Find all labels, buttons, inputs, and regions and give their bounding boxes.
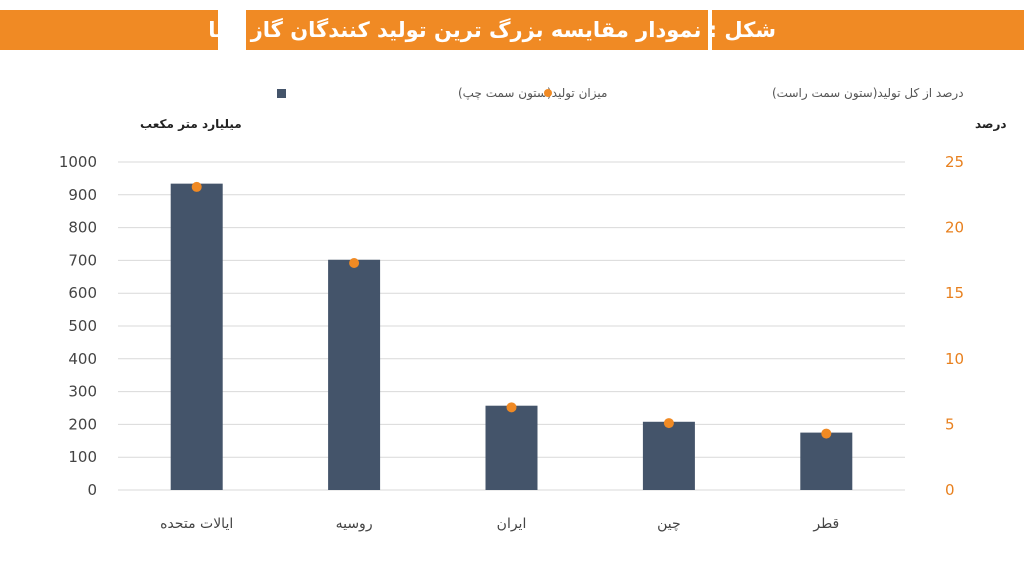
left-tick-label: 200 — [68, 415, 97, 433]
percent-dot — [821, 428, 832, 439]
left-tick-label: 1000 — [59, 153, 97, 171]
left-tick-label: 800 — [68, 219, 97, 237]
left-tick-label: 100 — [68, 448, 97, 466]
bar — [642, 421, 695, 490]
percent-dot — [663, 418, 674, 429]
category-label: ایران — [497, 516, 527, 532]
header-strip-middle — [246, 10, 708, 50]
bar — [485, 405, 538, 490]
left-tick-label: 0 — [87, 481, 97, 499]
category-label: روسیه — [336, 516, 373, 532]
category-label: قطر — [812, 516, 839, 532]
category-label: چین — [657, 516, 681, 532]
percent-dot — [191, 181, 202, 192]
right-tick-label: 10 — [945, 350, 964, 368]
right-tick-label: 0 — [945, 481, 955, 499]
right-axis-title: درصد — [975, 117, 1007, 131]
dot-series — [191, 181, 832, 439]
left-tick-label: 900 — [68, 186, 97, 204]
left-tick-label: 600 — [68, 284, 97, 302]
bar — [328, 259, 381, 490]
bar-series — [170, 183, 853, 490]
bar — [170, 183, 223, 490]
left-axis-title: میلیارد متر مکعب — [140, 117, 242, 131]
left-tick-label: 400 — [68, 350, 97, 368]
bar — [800, 432, 853, 490]
right-tick-label: 20 — [945, 219, 964, 237]
category-labels: ایالات متحده روسیه ایران چین قطر — [160, 516, 839, 532]
right-axis-ticks: 0 5 10 15 20 25 — [945, 153, 964, 499]
left-tick-label: 500 — [68, 317, 97, 335]
legend-dot-label: درصد از کل تولید(ستون سمت راست) — [772, 86, 964, 101]
legend-bar-label: میزان تولید(ستون سمت چپ) — [458, 86, 607, 101]
left-tick-label: 300 — [68, 383, 97, 401]
right-tick-label: 25 — [945, 153, 964, 171]
left-axis-ticks: 0 100 200 300 400 500 600 700 800 900 1000 — [59, 153, 97, 499]
legend-bar-swatch — [277, 89, 286, 98]
right-tick-label: 15 — [945, 284, 964, 302]
right-tick-label: 5 — [945, 415, 955, 433]
left-tick-label: 700 — [68, 251, 97, 269]
category-label: ایالات متحده — [160, 516, 233, 532]
percent-dot — [506, 402, 517, 413]
chart-title: شکل : نمودار مقایسه بزرگ ترین تولید کنند… — [208, 18, 776, 42]
legend-dot-swatch — [544, 89, 552, 97]
header-strip-right — [712, 10, 1024, 50]
percent-dot — [349, 258, 360, 269]
header-strip-left — [0, 10, 218, 50]
